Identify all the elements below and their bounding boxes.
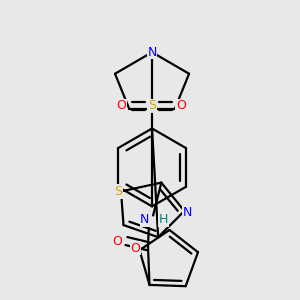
Text: O: O [130, 242, 140, 255]
Text: S: S [148, 99, 156, 112]
Text: N: N [147, 46, 157, 59]
Text: O: O [176, 99, 186, 112]
Text: O: O [116, 99, 126, 112]
Text: N: N [140, 213, 150, 226]
Text: H: H [159, 213, 168, 226]
Text: O: O [112, 235, 122, 248]
Text: N: N [183, 206, 192, 220]
Text: S: S [114, 185, 122, 198]
